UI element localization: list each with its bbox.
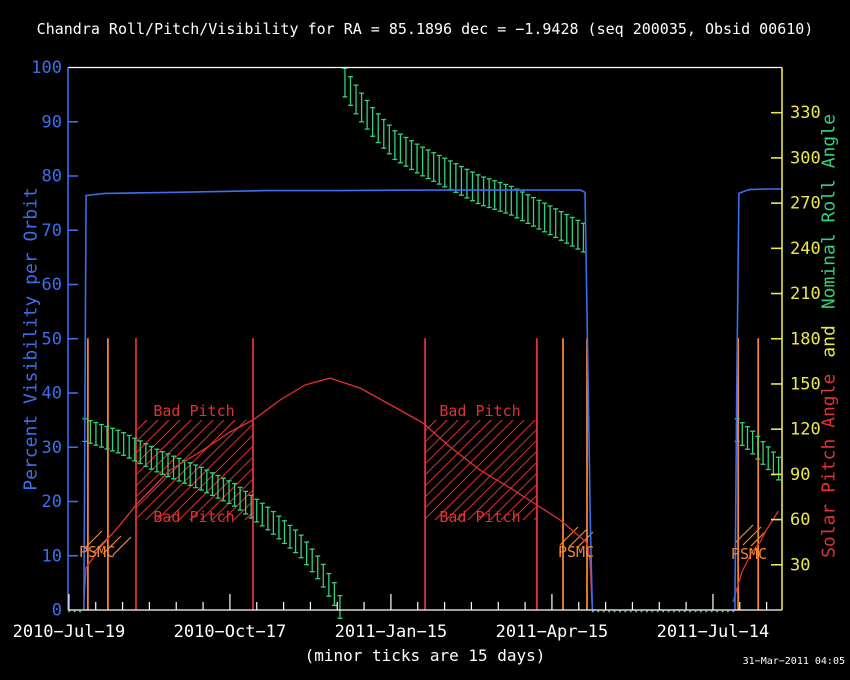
right-axis-title: Solar Pitch Angle and Nominal Roll Angle	[819, 114, 840, 558]
psmc-label: PSMC	[79, 543, 115, 561]
psmc-hatch-line	[112, 536, 132, 556]
bad-pitch-hatch-line	[200, 467, 253, 521]
psmc-label: PSMC	[558, 543, 594, 561]
bad-pitch-hatch-line	[135, 419, 170, 454]
left-axis-tick-label: 0	[52, 601, 62, 621]
bad-pitch-hatch-line	[489, 472, 537, 521]
right-axis-tick-label: 330	[790, 103, 821, 123]
psmc-label: PSMC	[731, 545, 767, 563]
psmc-hatch-line	[734, 524, 754, 544]
right-axis-tick-label: 120	[790, 420, 821, 440]
bad-pitch-hatch-line	[167, 434, 253, 521]
left-axis-tick-label: 60	[42, 275, 62, 295]
x-axis-date-label: 2011−Jan−15	[335, 622, 448, 642]
solar-pitch-curve	[732, 510, 779, 603]
right-axis-tick-label: 210	[790, 284, 821, 304]
x-axis-date-label: 2010−Oct−17	[174, 622, 287, 642]
bad-pitch-hatch-line	[425, 419, 470, 465]
bad-pitch-label: Bad Pitch	[439, 402, 520, 420]
bad-pitch-hatch-line	[178, 445, 253, 521]
visibility-curve	[83, 189, 594, 611]
bad-pitch-hatch-line	[434, 419, 536, 521]
right-axis-tick-label: 150	[790, 374, 821, 394]
right-axis-tick-label: 240	[790, 239, 821, 259]
bad-pitch-region	[425, 419, 537, 521]
bad-pitch-hatch-line	[500, 483, 537, 521]
right-axis-tick-label: 300	[790, 148, 821, 168]
bad-pitch-hatch-line	[445, 428, 537, 521]
left-axis-tick-label: 50	[42, 329, 62, 349]
solar-pitch-curve	[83, 377, 593, 606]
left-axis-tick-label: 30	[42, 438, 62, 458]
x-axis-date-label: 2011−Apr−15	[496, 622, 609, 642]
bad-pitch-hatch-line	[425, 419, 481, 476]
bad-pitch-hatch-line	[533, 516, 537, 521]
bad-pitch-hatch-line	[135, 419, 181, 465]
right-axis-tick-label: 270	[790, 194, 821, 214]
right-axis-tick-label: 30	[790, 555, 810, 575]
bad-pitch-hatch-line	[425, 419, 492, 487]
bad-pitch-hatch-line	[135, 419, 159, 443]
bad-pitch-label: Bad Pitch	[439, 508, 520, 526]
bad-pitch-hatch-line	[425, 419, 459, 454]
chart-title: Chandra Roll/Pitch/Visibility for RA = 8…	[36, 20, 814, 38]
bad-pitch-hatch-line	[222, 489, 253, 521]
right-axis-title-roll: Nominal Roll Angle	[818, 114, 840, 310]
x-axis-date-label: 2010−Jul−19	[13, 622, 126, 642]
bad-pitch-hatch-line	[425, 419, 514, 509]
bad-pitch-label: Bad Pitch	[153, 508, 234, 526]
psmc-hatch-line	[83, 530, 103, 550]
bad-pitch-hatch-line	[244, 511, 253, 521]
bad-pitch-hatch-line	[135, 419, 192, 476]
left-axis-tick-label: 100	[31, 58, 62, 78]
bad-pitch-hatch-line	[425, 419, 426, 421]
right-axis-tick-label: 180	[790, 329, 821, 349]
psmc-hatch-line	[568, 528, 588, 548]
bad-pitch-hatch-line	[425, 419, 437, 432]
visibility-curve	[734, 188, 782, 611]
bad-pitch-hatch-line	[189, 456, 253, 521]
right-axis-title-pitch: Solar Pitch Angle	[818, 373, 840, 558]
bad-pitch-hatch-line	[425, 419, 503, 498]
bad-pitch-hatch-line	[478, 461, 537, 521]
psmc-hatch-line	[750, 531, 766, 547]
left-axis-tick-label: 90	[42, 112, 62, 132]
bad-pitch-hatch-line	[467, 450, 537, 521]
bad-pitch-hatch-line	[425, 419, 525, 520]
generated-timestamp: 31−Mar−2011 04:05	[742, 656, 845, 667]
psmc-hatch-line	[559, 526, 579, 546]
bad-pitch-hatch-line	[511, 494, 537, 521]
left-axis-tick-label: 40	[42, 384, 62, 404]
bad-pitch-hatch-line	[425, 419, 448, 443]
bad-pitch-hatch-line	[135, 419, 203, 487]
x-axis-date-label: 2011−Jul−14	[657, 622, 770, 642]
left-axis-tick-label: 10	[42, 546, 62, 566]
right-axis-title-and: and	[818, 325, 840, 358]
left-axis-title: Percent Visibility per Orbit	[20, 187, 42, 491]
right-axis-tick-label: 90	[790, 465, 810, 485]
minor-ticks-footnote: (minor ticks are 15 days)	[304, 646, 546, 665]
left-axis-tick-label: 20	[42, 492, 62, 512]
right-axis-tick-label: 60	[790, 510, 810, 530]
left-axis-tick-label: 70	[42, 221, 62, 241]
bad-pitch-hatch-line	[456, 439, 537, 521]
psmc-hatch-line	[742, 526, 762, 546]
left-axis-tick-label: 80	[42, 167, 62, 187]
psmc-hatch-line	[102, 535, 122, 555]
bad-pitch-hatch-line	[233, 500, 253, 521]
bad-pitch-label: Bad Pitch	[153, 402, 234, 420]
